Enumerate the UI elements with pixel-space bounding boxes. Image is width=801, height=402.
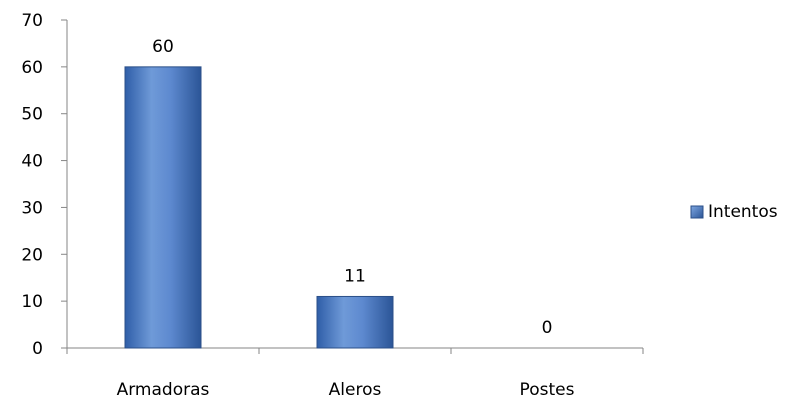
- legend-label: Intentos: [708, 202, 778, 222]
- data-label: 60: [152, 37, 174, 57]
- legend-swatch: [691, 206, 703, 218]
- y-tick-label: 30: [21, 198, 43, 218]
- category-label: Postes: [520, 380, 575, 400]
- legend: Intentos: [691, 202, 778, 222]
- category-label: Armadoras: [117, 380, 210, 400]
- data-label: 11: [344, 266, 366, 286]
- y-tick-label: 20: [21, 245, 43, 265]
- bars: [125, 67, 393, 348]
- y-tick-label: 0: [32, 339, 43, 359]
- y-tick-label: 50: [21, 105, 43, 125]
- bar-armadoras: [125, 67, 201, 348]
- bar-aleros: [317, 296, 393, 348]
- y-tick-label: 10: [21, 292, 43, 312]
- category-label: Aleros: [329, 380, 382, 400]
- y-tick-label: 70: [21, 11, 43, 31]
- y-tick-label: 40: [21, 152, 43, 172]
- data-label: 0: [542, 318, 553, 338]
- y-tick-label: 60: [21, 58, 43, 78]
